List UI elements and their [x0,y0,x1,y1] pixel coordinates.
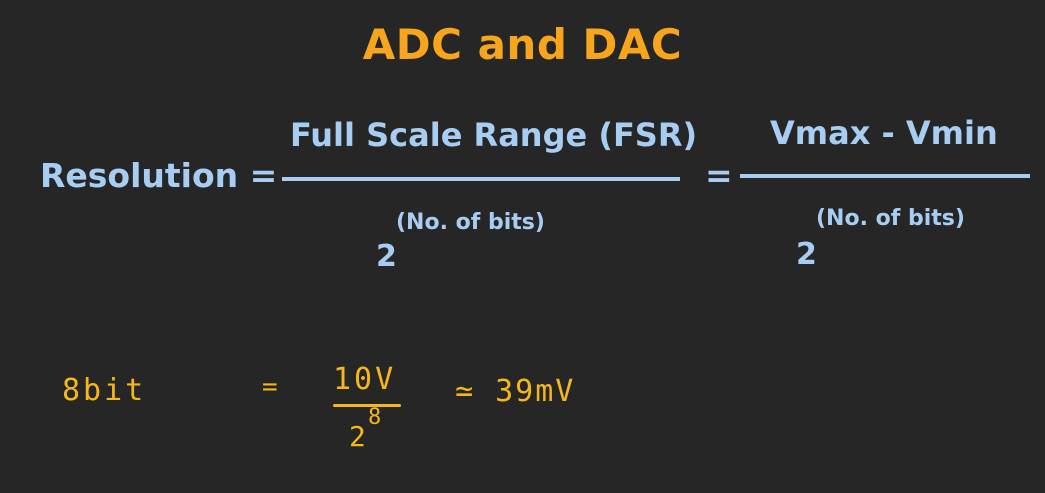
denominator-1-base: 2 [376,239,397,274]
handwritten-fraction-bar [333,404,401,407]
handwritten-8bit: 8bit [62,373,147,408]
handwritten-equals: = [262,372,278,402]
page-title: ADC and DAC [362,20,683,69]
fraction-bar-2 [740,174,1030,178]
handwritten-denominator-exponent: 8 [368,405,382,430]
handwritten-approx-result: ≃ 39mV [455,374,576,409]
resolution-label: Resolution = [40,156,278,195]
handwritten-numerator: 10V [333,362,397,397]
vmax-vmin-numerator: Vmax - Vmin [770,114,998,152]
denominator-1-exponent: (No. of bits) [396,210,545,235]
fsr-numerator: Full Scale Range (FSR) [290,116,698,154]
fraction-bar-1 [282,177,680,181]
denominator-2-exponent: (No. of bits) [816,206,965,231]
denominator-2-base: 2 [796,237,817,272]
equals-sign: = [705,156,733,195]
handwritten-denominator-base: 2 [349,420,366,453]
